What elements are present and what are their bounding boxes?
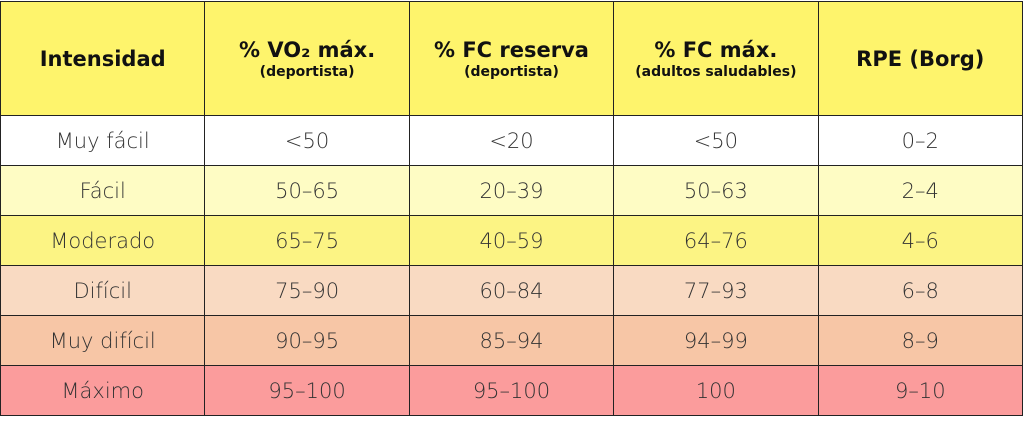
table-cell: Moderado: [0, 215, 206, 266]
header-cell: RPE (Borg): [817, 1, 1024, 116]
table-cell: <20: [408, 115, 615, 166]
header-cell: % FC máx. (adultos saludables): [613, 1, 819, 116]
table-row: Muy difícil 90–95 85–94 94–99 8–9: [0, 315, 1024, 366]
header-title: % FC reserva: [433, 37, 589, 62]
table-cell: 6–8: [817, 265, 1024, 316]
table-cell: 8–9: [817, 315, 1024, 366]
table-cell: 2–4: [817, 165, 1024, 216]
table-cell: 64–76: [613, 215, 819, 266]
table-cell: Máximo: [0, 365, 206, 416]
header-subtitle: (deportista): [259, 63, 355, 80]
table-cell: 85–94: [408, 315, 615, 366]
table-row: Difícil 75–90 60–84 77–93 6–8: [0, 265, 1024, 316]
header-cell: Intensidad: [0, 1, 206, 116]
header-cell: % VO₂ máx. (deportista): [204, 1, 410, 116]
table-cell: Muy difícil: [0, 315, 206, 366]
table-cell: Muy fácil: [0, 115, 206, 166]
header-title: % FC máx.: [654, 37, 778, 62]
table-cell: 60–84: [408, 265, 615, 316]
table-cell: 95–100: [204, 365, 410, 416]
table-cell: 100: [613, 365, 819, 416]
table-cell: Fácil: [0, 165, 206, 216]
header-cell: % FC reserva (deportista): [408, 1, 615, 116]
table-cell: <50: [613, 115, 819, 166]
table-cell: Difícil: [0, 265, 206, 316]
table-row: Muy fácil <50 <20 <50 0–2: [0, 115, 1024, 166]
table-row: Máximo 95–100 95–100 100 9–10: [0, 365, 1024, 416]
table-cell: 4–6: [817, 215, 1024, 266]
table-cell: 77–93: [613, 265, 819, 316]
intensity-table: Intensidad% VO₂ máx. (deportista)% FC res…: [0, 1, 1024, 416]
table-cell: 95–100: [408, 365, 615, 416]
table-cell: 20–39: [408, 165, 615, 216]
table-row: Fácil 50–65 20–39 50–63 2–4: [0, 165, 1024, 216]
header-row: Intensidad% VO₂ máx. (deportista)% FC res…: [0, 1, 1024, 116]
table-body: Muy fácil <50 <20 <50 0–2 Fácil 50–65 20–39 50–6…: [0, 115, 1024, 416]
table-row: Moderado 65–75 40–59 64–76 4–6: [0, 215, 1024, 266]
header-subtitle: (adultos saludables): [635, 63, 797, 80]
table-cell: 65–75: [204, 215, 410, 266]
table-cell: 75–90: [204, 265, 410, 316]
header-subtitle: (deportista): [464, 63, 559, 80]
table-cell: <50: [204, 115, 410, 166]
table-cell: 40–59: [408, 215, 615, 266]
table-cell: 50–63: [613, 165, 819, 216]
table-cell: 50–65: [204, 165, 410, 216]
header-title: RPE (Borg): [856, 46, 985, 71]
header-title: % VO₂ máx.: [239, 37, 376, 62]
table-cell: 0–2: [817, 115, 1024, 166]
table-cell: 9–10: [817, 365, 1024, 416]
header-title: Intensidad: [39, 46, 166, 71]
table-cell: 90–95: [204, 315, 410, 366]
table-cell: 94–99: [613, 315, 819, 366]
